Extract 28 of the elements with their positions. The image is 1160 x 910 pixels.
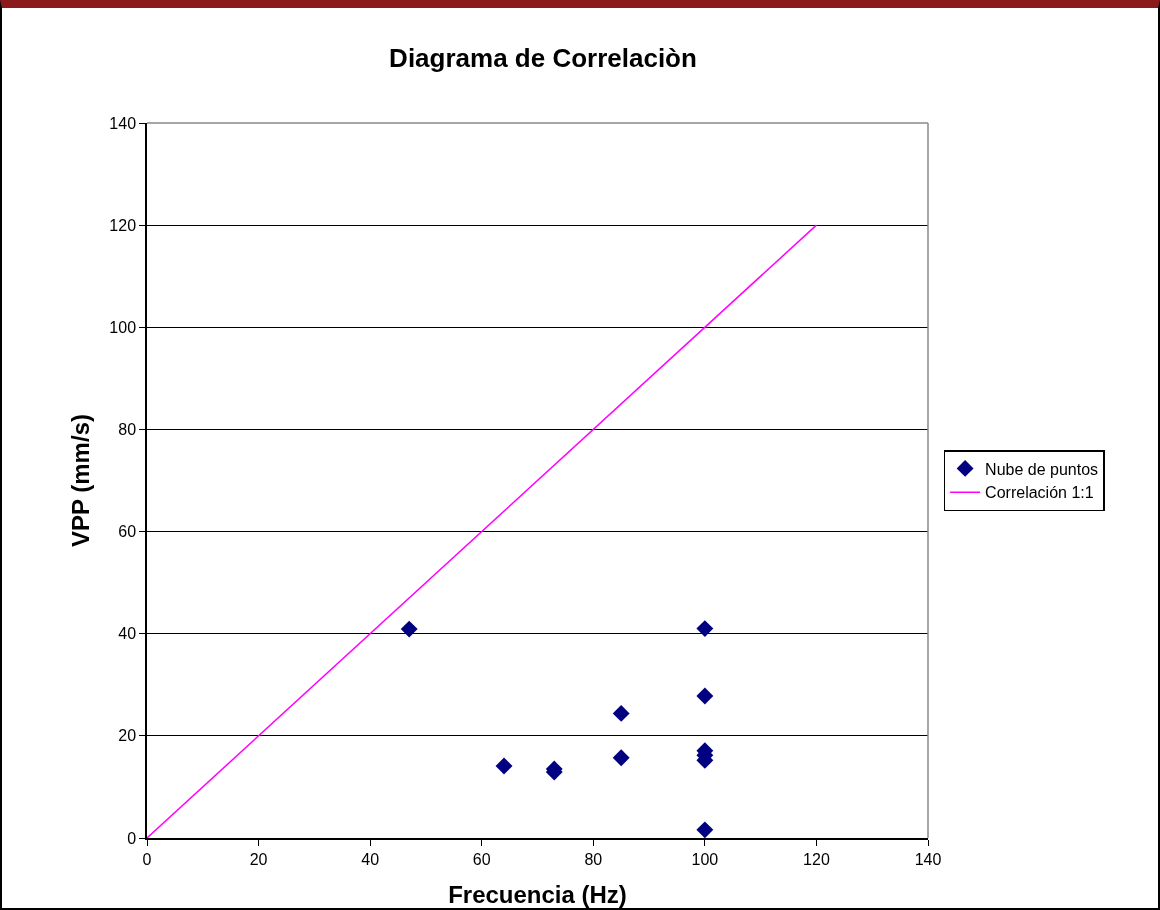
chart-title: Diagrama de Correlaciòn — [389, 42, 697, 73]
y-tick-label: 140 — [109, 114, 137, 132]
legend-label: Nube de puntos — [985, 460, 1099, 478]
x-tick-label: 40 — [361, 850, 380, 868]
x-axis-title: Frecuencia (Hz) — [448, 881, 627, 908]
legend-label: Correlación 1:1 — [985, 484, 1094, 502]
x-tick-label: 60 — [472, 850, 491, 868]
x-tick-label: 120 — [803, 850, 830, 868]
x-tick-label: 140 — [914, 850, 942, 868]
y-tick-label: 20 — [118, 727, 137, 745]
point — [612, 749, 630, 767]
y-tick-label: 0 — [127, 829, 137, 847]
x-tick-label: 100 — [691, 850, 719, 868]
y-tick-label: 100 — [109, 318, 137, 336]
x-tick-label: 80 — [584, 850, 603, 868]
point — [696, 821, 714, 838]
x-tick-label: 20 — [249, 850, 268, 868]
y-tick-label: 80 — [118, 421, 137, 439]
y-tick-label: 60 — [118, 523, 137, 541]
y-tick-label: 40 — [118, 625, 137, 643]
y-axis-title: VPP (mm/s) — [66, 414, 94, 547]
y-tick-label: 120 — [109, 216, 137, 234]
point — [696, 687, 714, 705]
point — [400, 620, 418, 638]
point — [495, 757, 513, 775]
point — [612, 704, 630, 722]
x-tick-label: 0 — [142, 850, 152, 868]
point — [696, 620, 714, 638]
